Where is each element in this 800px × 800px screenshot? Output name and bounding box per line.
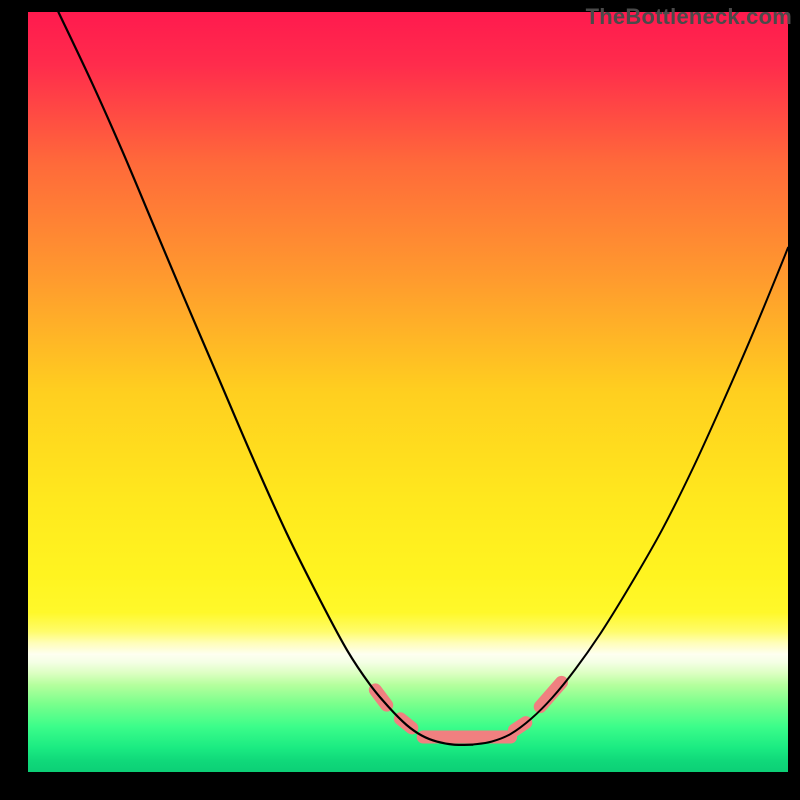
gradient-background: [28, 12, 788, 772]
plot-area: [28, 12, 788, 772]
chart-container: TheBottleneck.com: [0, 0, 800, 800]
watermark-text: TheBottleneck.com: [586, 4, 792, 30]
chart-svg: [28, 12, 788, 772]
